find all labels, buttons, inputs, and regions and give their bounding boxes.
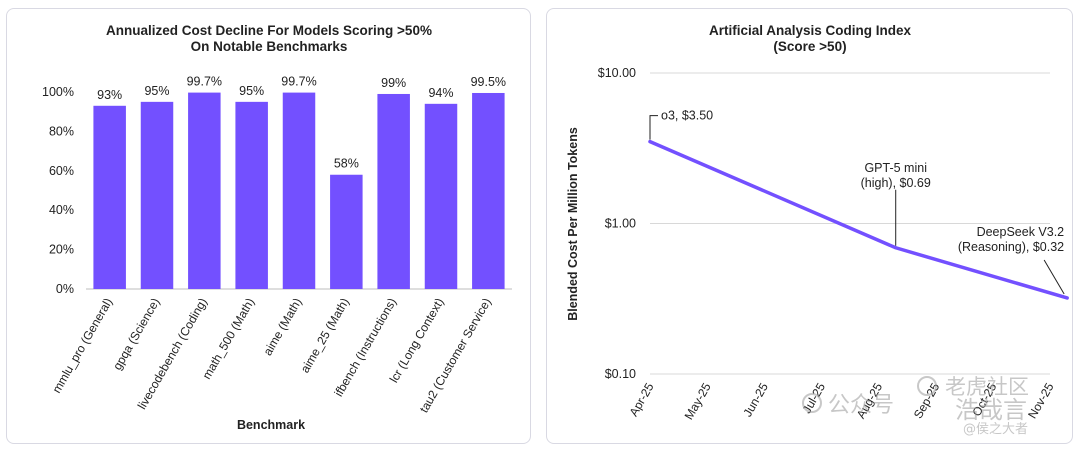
data-point	[648, 140, 652, 144]
x-tick-label: Apr-25	[626, 380, 656, 418]
y-tick-label: 80%	[49, 124, 74, 138]
annotation-leader	[649, 115, 658, 140]
bar	[330, 174, 363, 289]
annotation-label: o3, $3.50	[661, 109, 713, 123]
bar	[235, 101, 268, 289]
bar-value-label: 58%	[334, 157, 359, 171]
x-tick-label: May-25	[682, 380, 714, 422]
x-tick-label: aime (Math)	[260, 295, 304, 357]
bar-value-label: 99%	[381, 76, 406, 90]
x-tick-label: Oct-25	[969, 380, 999, 418]
line-chart-panel: Artificial Analysis Coding Index (Score >…	[546, 8, 1073, 444]
bar-value-label: 95%	[239, 84, 264, 98]
bar-value-label: 99.7%	[187, 75, 222, 89]
chart-title-line: On Notable Benchmarks	[191, 39, 348, 54]
chart-title-line: Annualized Cost Decline For Models Scori…	[106, 23, 432, 38]
chart-title-line: (Score >50)	[773, 39, 846, 54]
x-tick-label: Jun-25	[740, 380, 771, 419]
bar	[472, 92, 505, 289]
y-tick-label: 100%	[42, 85, 74, 99]
x-tick-label: Jul-25	[800, 380, 829, 416]
bar-chart: Annualized Cost Decline For Models Scori…	[42, 23, 512, 432]
bar	[282, 92, 316, 289]
x-tick-label: Aug-25	[854, 380, 886, 421]
x-tick-label: math_500 (Math)	[199, 296, 257, 382]
bar	[140, 101, 174, 289]
bar	[424, 103, 458, 289]
y-tick-label: 20%	[49, 243, 74, 257]
y-axis-title: Blended Cost Per Million Tokens	[566, 127, 580, 321]
x-axis-title: Benchmark	[237, 418, 305, 432]
annotation-label: (Reasoning), $0.32	[958, 240, 1064, 254]
y-tick-label: $10.00	[598, 66, 636, 80]
x-tick-label: mmlu_pro (General)	[49, 296, 115, 396]
data-point	[894, 246, 898, 250]
bar	[188, 92, 221, 289]
bar-value-label: 95%	[144, 84, 169, 98]
y-tick-label: $1.00	[605, 217, 636, 231]
bar	[93, 105, 126, 289]
x-tick-label: gpqa (Science)	[110, 296, 162, 373]
chart-title-line: Artificial Analysis Coding Index	[709, 23, 912, 38]
bar-chart-panel: Annualized Cost Decline For Models Scori…	[6, 8, 531, 444]
bar-value-label: 94%	[428, 86, 453, 100]
annotation-label: GPT-5 mini	[864, 161, 927, 175]
bar	[377, 93, 410, 289]
x-tick-label: aime_25 (Math)	[298, 296, 352, 376]
x-tick-label: Nov-25	[1025, 380, 1057, 421]
annotation-leader	[1043, 259, 1065, 295]
bar-value-label: 93%	[97, 88, 122, 102]
annotation-label: DeepSeek V3.2	[977, 225, 1065, 239]
annotation-label: (high), $0.69	[861, 176, 931, 190]
data-point	[1065, 296, 1069, 300]
x-tick-label: Sep-25	[911, 380, 943, 421]
series-line	[648, 139, 1069, 300]
y-tick-label: $0.10	[605, 367, 636, 381]
y-tick-label: 60%	[49, 164, 74, 178]
y-tick-label: 40%	[49, 203, 74, 217]
bar-value-label: 99.5%	[471, 75, 506, 89]
line-chart: Artificial Analysis Coding Index(Score >…	[566, 23, 1069, 422]
y-tick-label: 0%	[56, 282, 74, 296]
bar-value-label: 99.7%	[281, 75, 316, 89]
